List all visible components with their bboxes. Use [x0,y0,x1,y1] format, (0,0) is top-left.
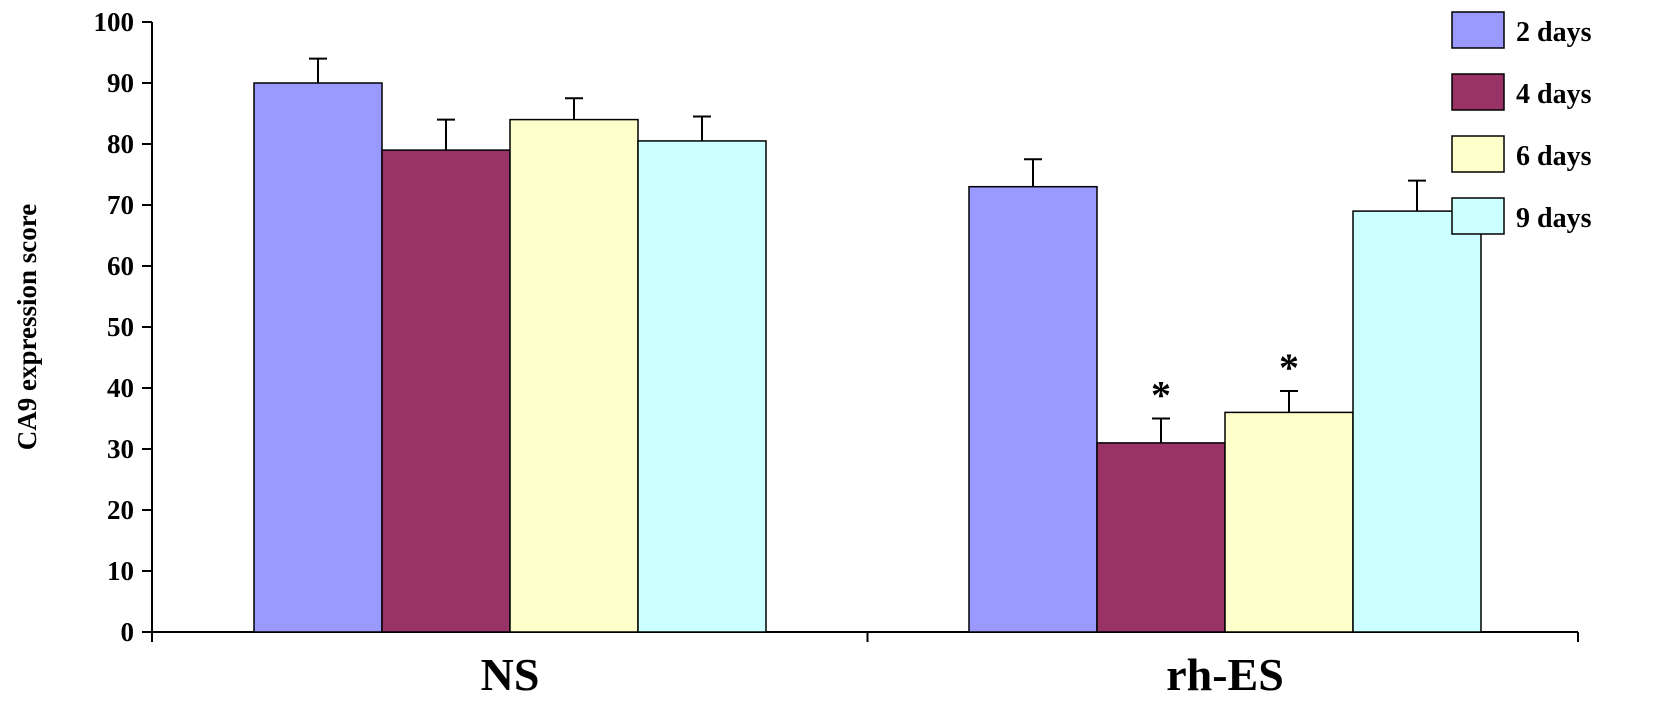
y-tick-label: 80 [107,129,134,159]
y-tick-label: 50 [107,312,134,342]
bar [1224,411,1354,633]
significance-marker: * [1151,373,1171,418]
y-tick-label: 10 [107,556,134,586]
x-tick-label: rh-ES [1166,649,1284,700]
legend-swatch [1451,197,1505,235]
bar [1096,442,1226,633]
error-bars [309,57,1426,443]
bar [509,118,639,633]
y-tick-label: 0 [121,617,135,647]
bar [968,185,1098,633]
y-axis-label: CA9 expression score [12,204,42,450]
x-tick-label: NS [481,649,540,700]
legend-swatch [1451,11,1505,49]
legend-swatch [1451,135,1505,173]
bar [637,140,767,633]
legend-label: 2 days [1516,17,1592,48]
y-tick-label: 70 [107,190,134,220]
bars [253,82,1482,633]
legend-label: 9 days [1516,203,1592,234]
y-tick-label: 40 [107,373,134,403]
legend: 2 days 4 days 6 days 9 days [1451,11,1592,235]
y-tick-label: 90 [107,68,134,98]
y-tick-label: 60 [107,251,134,281]
y-tick-label: 20 [107,495,134,525]
bar [1352,210,1482,633]
legend-swatch [1451,73,1505,111]
y-tick-label: 100 [94,7,135,37]
annotations: ** [1151,345,1299,417]
y-tick-label: 30 [107,434,134,464]
significance-marker: * [1279,345,1299,390]
axis-labels: 0 10 20 30 40 50 60 70 80 90 100 NS rh-ES CA9 express… [12,7,1284,700]
bar [253,82,383,633]
bar [381,149,511,633]
legend-label: 4 days [1516,79,1592,110]
legend-label: 6 days [1516,141,1592,172]
